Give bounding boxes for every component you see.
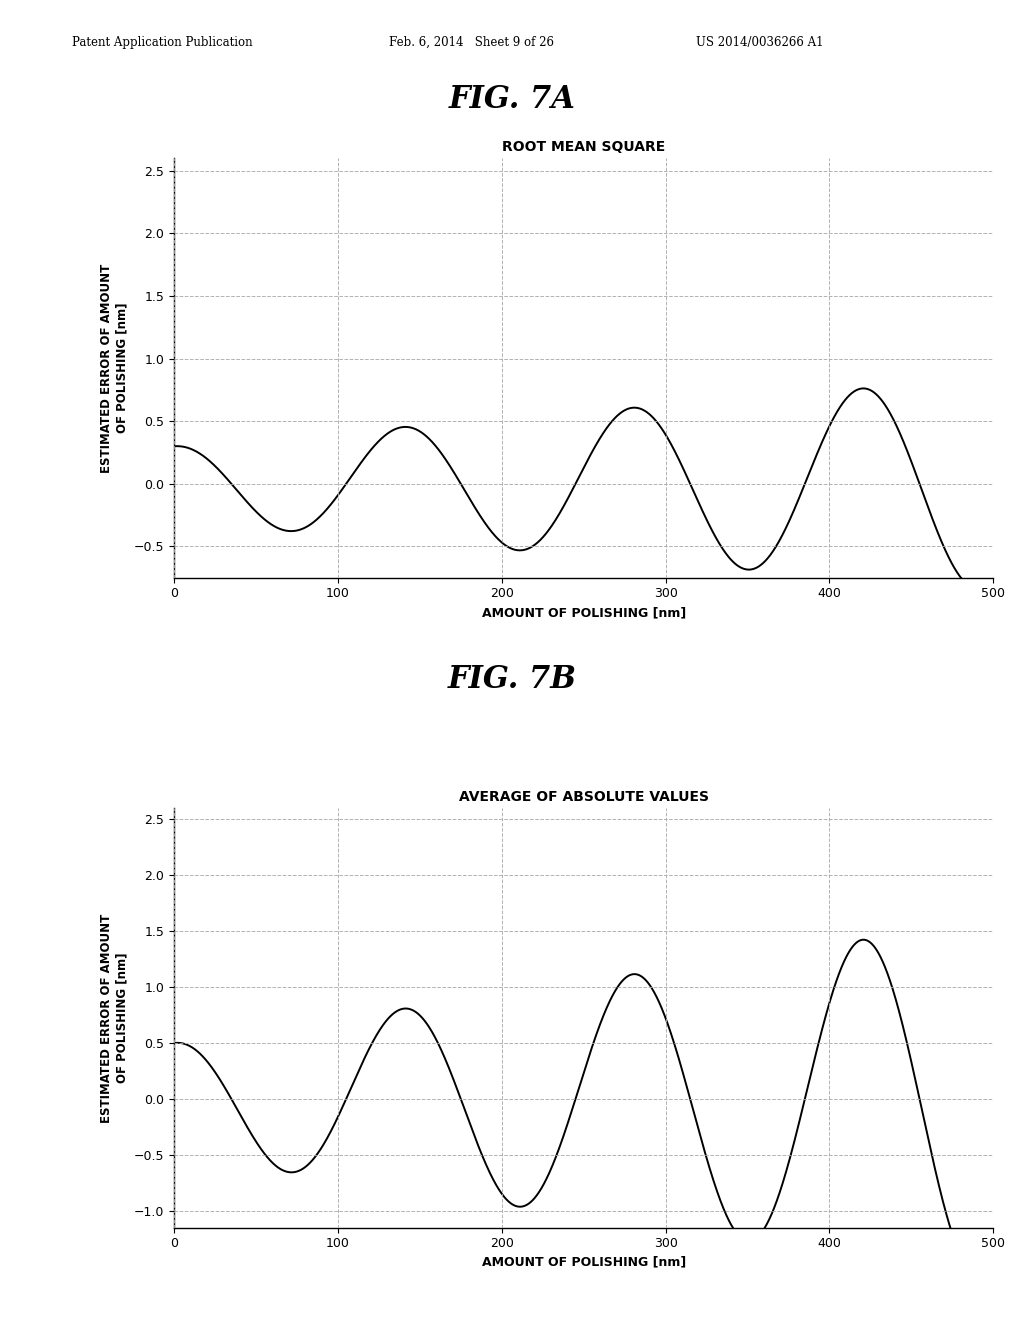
Y-axis label: ESTIMATED ERROR OF AMOUNT
OF POLISHING [nm]: ESTIMATED ERROR OF AMOUNT OF POLISHING [… — [100, 264, 128, 473]
Text: FIG. 7B: FIG. 7B — [447, 664, 577, 696]
Title: ROOT MEAN SQUARE: ROOT MEAN SQUARE — [502, 140, 666, 154]
Text: Patent Application Publication: Patent Application Publication — [72, 36, 252, 49]
Text: FIG. 7A: FIG. 7A — [449, 83, 575, 115]
Title: AVERAGE OF ABSOLUTE VALUES: AVERAGE OF ABSOLUTE VALUES — [459, 791, 709, 804]
Y-axis label: ESTIMATED ERROR OF AMOUNT
OF POLISHING [nm]: ESTIMATED ERROR OF AMOUNT OF POLISHING [… — [100, 913, 128, 1122]
X-axis label: AMOUNT OF POLISHING [nm]: AMOUNT OF POLISHING [nm] — [481, 606, 686, 619]
Text: Feb. 6, 2014   Sheet 9 of 26: Feb. 6, 2014 Sheet 9 of 26 — [389, 36, 554, 49]
Text: US 2014/0036266 A1: US 2014/0036266 A1 — [696, 36, 824, 49]
X-axis label: AMOUNT OF POLISHING [nm]: AMOUNT OF POLISHING [nm] — [481, 1255, 686, 1269]
